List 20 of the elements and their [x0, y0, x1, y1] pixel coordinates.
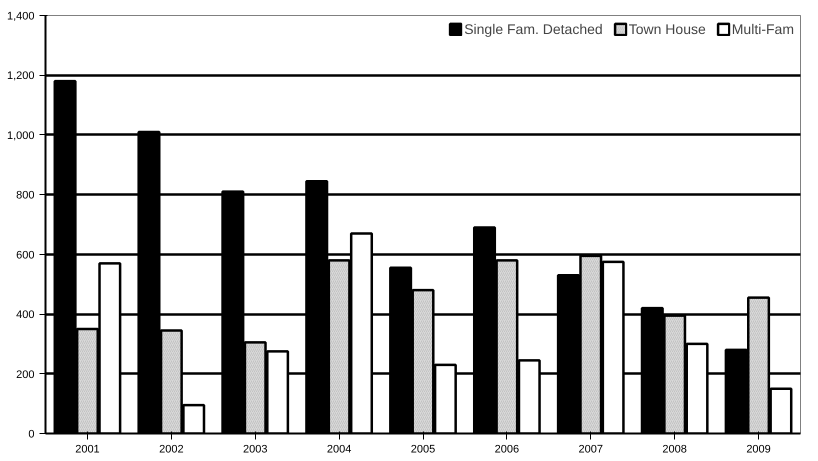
y-tick-label: 1,200: [6, 70, 35, 82]
y-tick-label: 200: [16, 368, 35, 381]
x-tick-label: 2005: [410, 444, 436, 456]
x-tick-label: 2002: [159, 444, 184, 456]
y-tick-label: 0: [28, 428, 35, 440]
x-tick-label: 2009: [746, 444, 771, 456]
legend-label: Town House: [628, 21, 706, 37]
legend-label: Multi-Fam: [732, 21, 794, 37]
y-tick-label: 800: [16, 190, 35, 202]
x-tick-label: 2004: [326, 444, 352, 456]
y-tick-label: 1,400: [6, 10, 35, 22]
x-tick-label: 2001: [75, 444, 100, 456]
x-tick-label: 2008: [662, 444, 687, 456]
y-tick-label: 400: [16, 309, 35, 322]
x-tick-label: 2003: [242, 444, 268, 456]
y-tick-label: 600: [16, 249, 35, 262]
x-tick-label: 2007: [578, 444, 604, 456]
y-tick-label: 1,000: [6, 130, 35, 142]
x-tick-label: 2006: [494, 444, 520, 456]
legend-label: Single Fam. Detached: [464, 21, 603, 37]
